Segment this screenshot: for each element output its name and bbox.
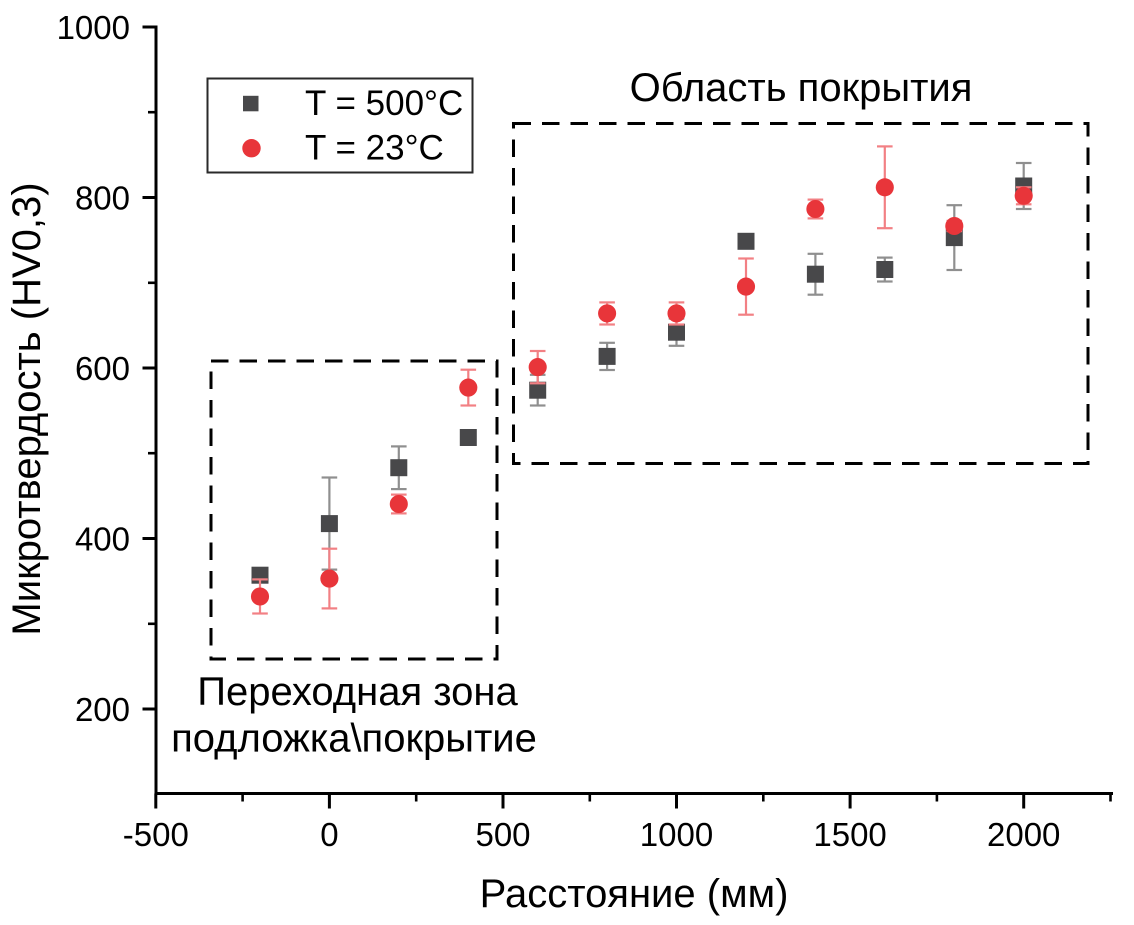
svg-text:Переходная зона: Переходная зона xyxy=(197,670,518,714)
svg-text:Микротвердость (HV0,3): Микротвердость (HV0,3) xyxy=(5,182,49,635)
svg-text:T = 23°C: T = 23°C xyxy=(305,129,444,168)
svg-text:T = 500°C: T = 500°C xyxy=(305,84,463,123)
svg-text:1000: 1000 xyxy=(57,9,130,46)
svg-text:Область покрытия: Область покрытия xyxy=(630,66,973,110)
svg-text:Расстояние (мм): Расстояние (мм) xyxy=(480,872,789,916)
svg-text:500: 500 xyxy=(475,816,530,853)
svg-text:0: 0 xyxy=(320,816,338,853)
svg-text:подложка\покрытие: подложка\покрытие xyxy=(171,717,537,761)
svg-text:400: 400 xyxy=(75,520,130,557)
svg-text:2000: 2000 xyxy=(987,816,1060,853)
svg-text:1000: 1000 xyxy=(640,816,713,853)
svg-text:800: 800 xyxy=(75,179,130,216)
svg-text:-500: -500 xyxy=(123,816,189,853)
svg-text:1500: 1500 xyxy=(813,816,886,853)
svg-text:200: 200 xyxy=(75,691,130,728)
svg-text:600: 600 xyxy=(75,350,130,387)
